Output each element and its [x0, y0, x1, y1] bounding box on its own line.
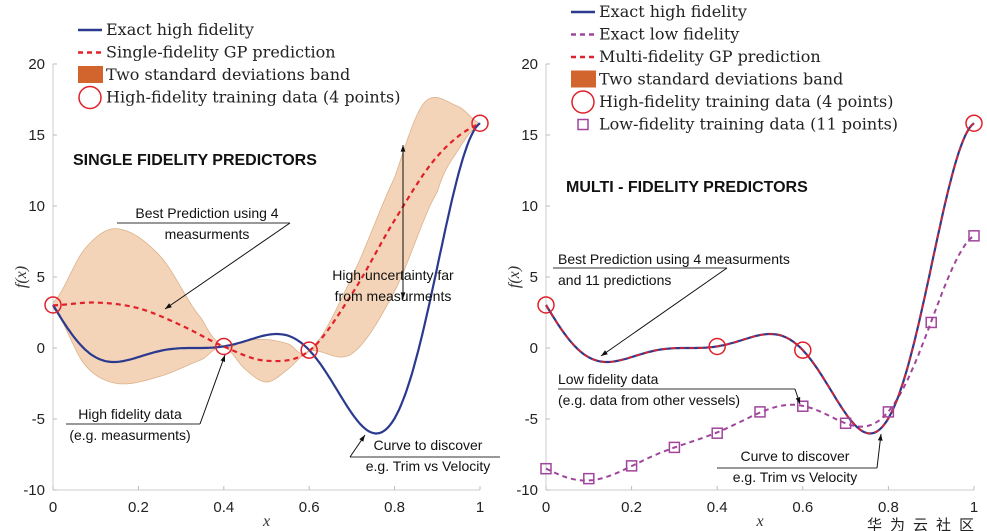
legend-entry: Multi-fidelity GP prediction: [599, 47, 821, 66]
legend-circle-icon: [571, 90, 595, 114]
lf-point: [625, 460, 638, 472]
y-tick-label: 20: [521, 56, 538, 73]
series-exact-high-fidelity: [52, 122, 481, 435]
y-tick-label: 5: [530, 269, 538, 286]
hf-point: [537, 296, 555, 314]
series-exact-low-fidelity: [545, 234, 975, 482]
lf-point: [882, 406, 895, 418]
annotation-text: Curve to discover: [741, 448, 850, 464]
y-tick-label: 0: [530, 340, 538, 357]
x-tick-label: 0.8: [878, 499, 899, 516]
y-tick-label: 10: [521, 198, 538, 215]
arrow-head: [601, 350, 608, 356]
hf-point: [794, 341, 812, 359]
x-tick-label: 0.4: [707, 499, 728, 516]
lf-point: [839, 417, 852, 430]
hf-point: [965, 114, 983, 132]
y-tick-label: -10: [23, 482, 45, 499]
x-tick-label: 1: [476, 499, 484, 516]
y-tick-label: -10: [516, 482, 538, 499]
x-tick-label: 0.6: [792, 499, 813, 516]
y-tick-label: 15: [28, 127, 45, 144]
annotation-text: Curve to discover: [374, 437, 483, 453]
annotation-text: e.g. Trim vs Velocity: [733, 469, 857, 485]
annotation-text: Best Prediction using 4 measurments: [558, 251, 790, 267]
y-tick-label: 5: [37, 269, 45, 286]
hf-point: [44, 296, 62, 314]
lf-point: [968, 230, 980, 242]
lf-point: [797, 400, 809, 412]
annotation-text: (e.g. data from other vessels): [558, 392, 740, 408]
x-tick-label: 1: [970, 499, 978, 516]
y-tick-label: -5: [525, 411, 538, 428]
watermark: 华为云社区: [867, 517, 982, 531]
legend-entry: High-fidelity training data (4 points): [106, 88, 401, 107]
x-tick-label: 0.2: [128, 499, 149, 516]
annotation-text: e.g. Trim vs Velocity: [366, 458, 490, 474]
x-tick-label: 0.6: [299, 499, 320, 516]
panel-multi: [537, 10, 983, 491]
legend-circle-icon: [78, 85, 102, 110]
y-axis-label: f(x): [13, 266, 30, 288]
y-axis-label: f(x): [506, 266, 523, 288]
annotation-text: Best Prediction using 4: [135, 205, 278, 221]
legend-entry: Exact high fidelity: [106, 20, 254, 39]
annotation-text: High uncertainty far: [332, 267, 454, 283]
y-tick-label: 15: [521, 127, 538, 144]
legend-entry: Two standard deviations band: [599, 70, 843, 89]
x-tick-label: 0: [49, 499, 57, 516]
hf-point: [471, 114, 489, 132]
lf-point: [711, 427, 723, 439]
annotation-text: from measurments: [335, 288, 452, 304]
confidence-band: [52, 96, 481, 385]
hf-point: [300, 341, 318, 359]
annotation-text: and 11 predictions: [558, 272, 671, 288]
arrow-head: [795, 397, 801, 404]
annotation-text: measurments: [165, 226, 250, 242]
arrow-head: [877, 434, 883, 441]
y-tick-label: -5: [32, 411, 45, 428]
legend-entry: Single-fidelity GP prediction: [106, 43, 336, 62]
legend-entry: Low-fidelity training data (11 points): [599, 115, 898, 134]
x-axis-label: x: [755, 513, 763, 530]
panel-single: [44, 28, 500, 491]
panel-title: MULTI - FIDELITY PREDICTORS: [566, 179, 808, 196]
arrow-head: [165, 303, 172, 309]
legend-entry: Two standard deviations band: [106, 65, 350, 84]
x-tick-label: 0.8: [384, 499, 405, 516]
legend-band-icon: [571, 70, 596, 88]
x-tick-label: 0.2: [621, 499, 642, 516]
y-tick-label: 20: [28, 56, 45, 73]
annotation-arrow: [199, 354, 226, 425]
annotation-arrow: [164, 222, 291, 310]
arrow-head: [359, 435, 365, 442]
y-tick-label: 0: [37, 340, 45, 357]
annotation-arrow: [600, 267, 728, 357]
series-gp-prediction: [545, 122, 975, 435]
legend-band-icon: [78, 66, 103, 83]
x-axis-label: x: [262, 513, 270, 530]
annotation-text: (e.g. measurments): [69, 427, 190, 443]
annotation-text: Low fidelity data: [558, 371, 659, 387]
arrow-head: [220, 355, 226, 362]
legend-entry: Exact low fidelity: [599, 25, 739, 44]
series-gp-prediction: [52, 122, 481, 363]
legend-entry: High-fidelity training data (4 points): [599, 92, 894, 111]
x-tick-label: 0: [542, 499, 550, 516]
lf-point: [540, 462, 552, 475]
y-tick-label: 10: [28, 198, 45, 215]
hf-point: [708, 337, 726, 356]
legend-square-icon: [577, 118, 589, 131]
annotation-text: High fidelity data: [78, 406, 182, 422]
lf-point: [925, 316, 937, 329]
lf-point: [583, 472, 595, 485]
panel-title: SINGLE FIDELITY PREDICTORS: [73, 152, 317, 169]
lf-point: [668, 441, 681, 454]
lf-point: [754, 406, 766, 418]
legend-entry: Exact high fidelity: [599, 2, 747, 21]
x-tick-label: 0.4: [213, 499, 234, 516]
hf-point: [215, 337, 233, 356]
